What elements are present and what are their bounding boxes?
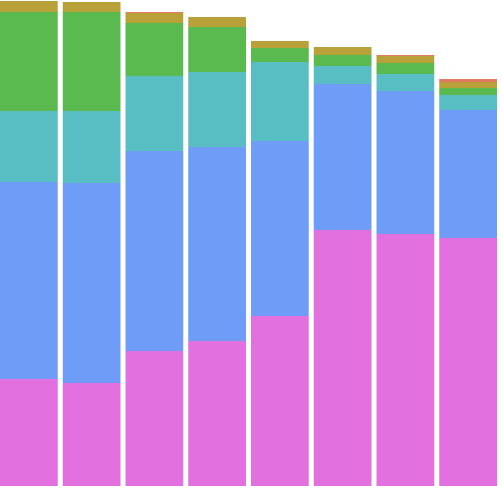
bar-segment-8-series-6 bbox=[439, 79, 497, 82]
bar-segment-5-series-5 bbox=[251, 41, 309, 48]
bar-segment-3-series-6 bbox=[125, 12, 184, 13]
bar-segment-1-series-2 bbox=[0, 182, 58, 379]
bar-segment-7-series-5 bbox=[376, 56, 435, 63]
bar-segment-5-series-4 bbox=[251, 48, 309, 62]
bar-segment-3-series-4 bbox=[125, 23, 184, 76]
bar-segment-2-series-2 bbox=[62, 183, 121, 383]
bar-segment-7-series-1 bbox=[376, 234, 435, 486]
bar-segment-6-series-5 bbox=[313, 47, 372, 55]
bar-segment-8-series-2 bbox=[439, 110, 497, 238]
bar-segment-8-series-5 bbox=[439, 82, 497, 88]
bar-segment-4-series-2 bbox=[188, 147, 246, 341]
bar-segment-4-series-5 bbox=[188, 17, 246, 27]
bar-segment-8-series-1 bbox=[439, 238, 497, 486]
bar-segment-7-series-3 bbox=[376, 74, 435, 91]
bar-segment-5-series-2 bbox=[251, 141, 309, 316]
bar-segment-4-series-3 bbox=[188, 72, 246, 147]
bar-segment-1-series-5 bbox=[0, 1, 58, 12]
bar-segment-3-series-2 bbox=[125, 151, 184, 351]
bar-segment-7-series-4 bbox=[376, 63, 435, 74]
bar-segment-3-series-3 bbox=[125, 76, 184, 151]
bar-segment-2-series-4 bbox=[62, 12, 121, 111]
bar-segment-8-series-4 bbox=[439, 88, 497, 95]
bar-segment-5-series-1 bbox=[251, 316, 309, 486]
bar-segment-3-series-5 bbox=[125, 13, 184, 23]
bar-segment-6-series-3 bbox=[313, 66, 372, 84]
bar-segment-2-series-1 bbox=[62, 383, 121, 486]
bar-segment-4-series-4 bbox=[188, 27, 246, 72]
bar-segment-6-series-2 bbox=[313, 84, 372, 230]
bar-segment-4-series-1 bbox=[188, 341, 246, 486]
bar-segment-5-series-3 bbox=[251, 62, 309, 141]
bar-segment-2-series-5 bbox=[62, 2, 121, 12]
bar-segment-7-series-6 bbox=[376, 55, 435, 56]
bar-segment-2-series-3 bbox=[62, 111, 121, 183]
bar-segment-6-series-4 bbox=[313, 55, 372, 66]
bar-segment-7-series-2 bbox=[376, 91, 435, 234]
bar-segment-1-series-1 bbox=[0, 379, 58, 486]
bar-segment-1-series-3 bbox=[0, 111, 58, 182]
bar-segment-6-series-1 bbox=[313, 230, 372, 486]
bar-segment-1-series-4 bbox=[0, 12, 58, 111]
bar-segment-3-series-1 bbox=[125, 351, 184, 486]
bar-segment-8-series-3 bbox=[439, 95, 497, 110]
